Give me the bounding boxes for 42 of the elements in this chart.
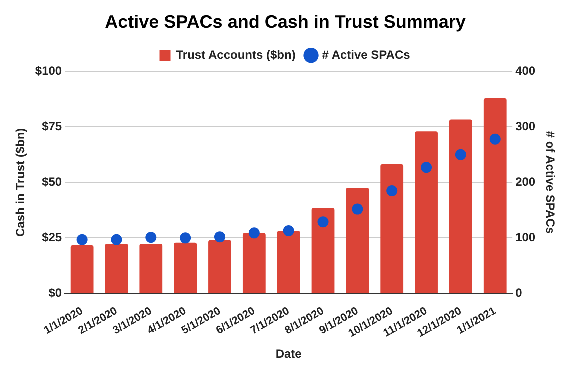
point [386, 185, 398, 196]
chart-title: Active SPACs and Cash in Trust Summary [105, 12, 466, 32]
point [146, 232, 157, 244]
point [214, 232, 226, 243]
point [455, 149, 466, 160]
point [111, 234, 122, 246]
bar [140, 244, 163, 294]
point [421, 162, 432, 174]
y-tick-label: $0 [48, 286, 62, 300]
bar [242, 233, 266, 294]
bar [415, 132, 438, 294]
bar [70, 246, 94, 294]
point [248, 228, 260, 239]
y-tick-label: $50 [42, 174, 62, 189]
point [283, 225, 294, 236]
point [180, 232, 192, 244]
bar [312, 208, 335, 294]
point [318, 216, 329, 228]
y-tick-label: $75 [42, 119, 62, 134]
y2-tick-label: 300 [516, 119, 536, 134]
bar [174, 242, 198, 294]
point [76, 234, 88, 246]
bar [208, 240, 232, 294]
y2-axis-title: # of Active SPACs [543, 131, 558, 234]
y-tick-label: $25 [42, 230, 62, 244]
bar [450, 120, 472, 294]
y-tick-label: $100 [35, 64, 62, 78]
legend-label: # Active SPACs [322, 48, 411, 62]
y2-tick-label: 100 [516, 230, 536, 244]
y2-tick-label: 400 [516, 64, 536, 78]
bar [380, 164, 404, 294]
bar [346, 188, 370, 294]
bar [277, 231, 300, 294]
y2-tick-label: 200 [516, 174, 536, 189]
x-axis-title: Date [276, 347, 302, 362]
point [352, 204, 364, 215]
point [490, 134, 501, 145]
bar [484, 98, 507, 294]
y-axis-title: Cash in Trust ($bn) [14, 128, 28, 237]
bar [105, 244, 128, 294]
y2-tick-label: 0 [516, 286, 523, 300]
legend-label: Trust Accounts ($bn) [176, 48, 296, 62]
